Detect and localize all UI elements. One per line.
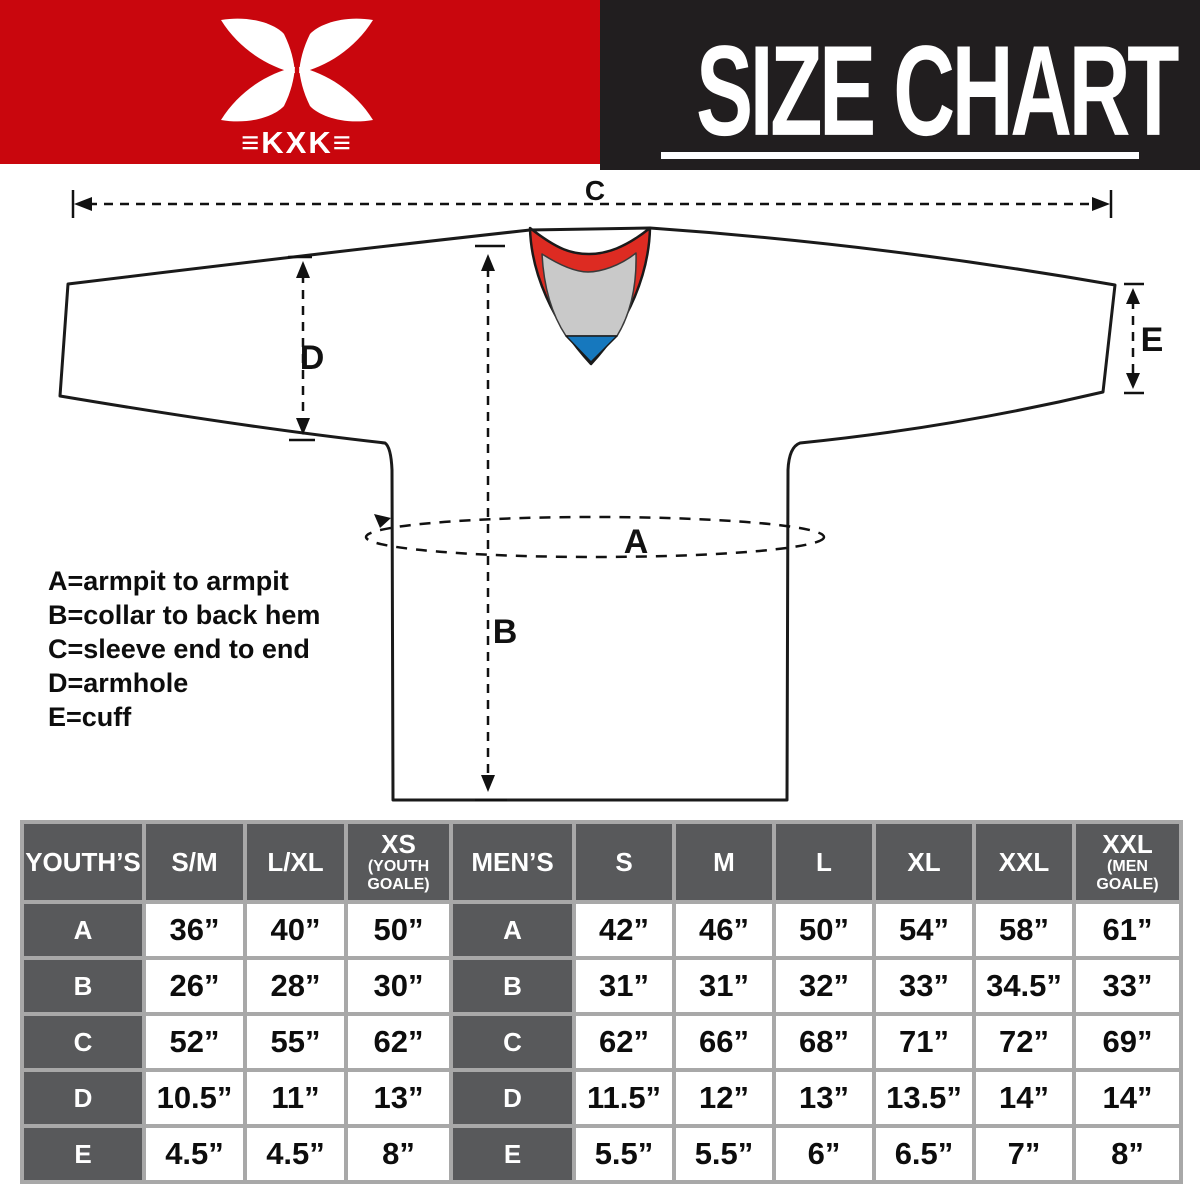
col-header-men-goalie: XXL (MEN GOALE) bbox=[1076, 824, 1179, 900]
label-a: A bbox=[624, 523, 649, 561]
measurement-legend: A=armpit to armpit B=collar to back hem … bbox=[48, 564, 320, 734]
col-header-youths: YOUTH’S bbox=[24, 824, 142, 900]
youth-goalie-note: (YOUTH GOALE) bbox=[367, 858, 430, 893]
cell-men-d-m: 12” bbox=[676, 1072, 772, 1124]
cell-youth-e-sm: 4.5” bbox=[146, 1128, 243, 1180]
cell-men-b-xl: 33” bbox=[876, 960, 972, 1012]
legend-line-d: D=armhole bbox=[48, 668, 189, 698]
cell-men-d-goalie: 14” bbox=[1076, 1072, 1179, 1124]
cell-men-d-xl: 13.5” bbox=[876, 1072, 972, 1124]
cell-men-a-s: 42” bbox=[576, 904, 672, 956]
cell-men-b-xxl: 34.5” bbox=[976, 960, 1072, 1012]
row-label-d-youth: D bbox=[24, 1072, 142, 1124]
cell-youth-b-goalie: 30” bbox=[348, 960, 449, 1012]
measure-e-arrow bbox=[1124, 282, 1144, 395]
row-label-b-youth: B bbox=[24, 960, 142, 1012]
cell-youth-a-goalie: 50” bbox=[348, 904, 449, 956]
col-header-youth-sm: S/M bbox=[146, 824, 243, 900]
col-header-men-m: M bbox=[676, 824, 772, 900]
cell-youth-e-lxl: 4.5” bbox=[247, 1128, 344, 1180]
cell-men-c-l: 68” bbox=[776, 1016, 872, 1068]
row-label-e-youth: E bbox=[24, 1128, 142, 1180]
cell-men-e-goalie: 8” bbox=[1076, 1128, 1179, 1180]
cell-men-d-xxl: 14” bbox=[976, 1072, 1072, 1124]
label-c: C bbox=[585, 175, 605, 206]
label-d: D bbox=[300, 339, 325, 377]
kxk-logo: ≡KXK≡ bbox=[221, 18, 373, 160]
header-banner: ≡KXK≡ SIZE CHART bbox=[0, 0, 1200, 170]
title-underline bbox=[661, 152, 1139, 159]
col-header-youth-lxl: L/XL bbox=[247, 824, 344, 900]
cell-men-a-goalie: 61” bbox=[1076, 904, 1179, 956]
cell-youth-e-goalie: 8” bbox=[348, 1128, 449, 1180]
cell-youth-c-sm: 52” bbox=[146, 1016, 243, 1068]
cell-men-a-xxl: 58” bbox=[976, 904, 1072, 956]
row-label-a-youth: A bbox=[24, 904, 142, 956]
kxk-logo-text: ≡KXK≡ bbox=[241, 125, 353, 160]
collar-gray-inner bbox=[541, 252, 637, 337]
cell-youth-c-goalie: 62” bbox=[348, 1016, 449, 1068]
label-b: B bbox=[493, 613, 518, 651]
row-label-c-men: C bbox=[453, 1016, 572, 1068]
cell-men-c-s: 62” bbox=[576, 1016, 672, 1068]
cell-youth-a-sm: 36” bbox=[146, 904, 243, 956]
cell-youth-d-lxl: 11” bbox=[247, 1072, 344, 1124]
cell-men-e-l: 6” bbox=[776, 1128, 872, 1180]
col-header-youth-goalie: XS (YOUTH GOALE) bbox=[348, 824, 449, 900]
cell-men-a-l: 50” bbox=[776, 904, 872, 956]
youth-goalie-size: XS bbox=[381, 829, 416, 860]
cell-men-b-m: 31” bbox=[676, 960, 772, 1012]
page-title: SIZE CHART bbox=[696, 18, 1179, 163]
cell-youth-b-sm: 26” bbox=[146, 960, 243, 1012]
legend-line-e: E=cuff bbox=[48, 702, 132, 732]
men-goalie-note: (MEN GOALE) bbox=[1096, 858, 1159, 893]
cell-men-c-xl: 71” bbox=[876, 1016, 972, 1068]
cell-men-b-s: 31” bbox=[576, 960, 672, 1012]
cell-youth-b-lxl: 28” bbox=[247, 960, 344, 1012]
row-label-c-youth: C bbox=[24, 1016, 142, 1068]
cell-men-a-m: 46” bbox=[676, 904, 772, 956]
cell-men-e-xl: 6.5” bbox=[876, 1128, 972, 1180]
cell-youth-d-sm: 10.5” bbox=[146, 1072, 243, 1124]
size-table: YOUTH’S S/M L/XL XS (YOUTH GOALE) MEN’S … bbox=[20, 820, 1183, 1184]
cell-men-b-l: 32” bbox=[776, 960, 872, 1012]
row-label-e-men: E bbox=[453, 1128, 572, 1180]
cell-men-c-goalie: 69” bbox=[1076, 1016, 1179, 1068]
legend-line-a: A=armpit to armpit bbox=[48, 566, 289, 596]
cell-men-b-goalie: 33” bbox=[1076, 960, 1179, 1012]
row-label-d-men: D bbox=[453, 1072, 572, 1124]
cell-men-a-xl: 54” bbox=[876, 904, 972, 956]
legend-line-c: C=sleeve end to end bbox=[48, 634, 310, 664]
collar-blue-tip bbox=[565, 335, 618, 363]
col-header-men-s: S bbox=[576, 824, 672, 900]
measure-a-ellipse bbox=[364, 514, 826, 559]
col-header-men-l: L bbox=[776, 824, 872, 900]
cell-men-e-xxl: 7” bbox=[976, 1128, 1072, 1180]
cell-men-e-s: 5.5” bbox=[576, 1128, 672, 1180]
jersey-measurement-diagram: C D B A E bbox=[58, 175, 1164, 802]
cell-men-e-m: 5.5” bbox=[676, 1128, 772, 1180]
col-header-men-xl: XL bbox=[876, 824, 972, 900]
men-goalie-size: XXL bbox=[1102, 829, 1153, 860]
cell-youth-a-lxl: 40” bbox=[247, 904, 344, 956]
cell-youth-d-goalie: 13” bbox=[348, 1072, 449, 1124]
cell-men-c-xxl: 72” bbox=[976, 1016, 1072, 1068]
jersey-outline bbox=[58, 226, 1117, 802]
title-panel: SIZE CHART bbox=[600, 0, 1200, 170]
cell-men-d-l: 13” bbox=[776, 1072, 872, 1124]
col-header-mens: MEN’S bbox=[453, 824, 572, 900]
cell-men-c-m: 66” bbox=[676, 1016, 772, 1068]
cell-youth-c-lxl: 55” bbox=[247, 1016, 344, 1068]
measure-b-arrow bbox=[475, 244, 507, 802]
measure-d-arrow bbox=[288, 255, 315, 442]
brand-panel: ≡KXK≡ bbox=[0, 0, 600, 164]
legend-line-b: B=collar to back hem bbox=[48, 600, 321, 630]
col-header-men-xxl: XXL bbox=[976, 824, 1072, 900]
label-e: E bbox=[1141, 321, 1164, 359]
measure-c-arrow bbox=[71, 190, 1113, 218]
row-label-a-men: A bbox=[453, 904, 572, 956]
cell-men-d-s: 11.5” bbox=[576, 1072, 672, 1124]
row-label-b-men: B bbox=[453, 960, 572, 1012]
